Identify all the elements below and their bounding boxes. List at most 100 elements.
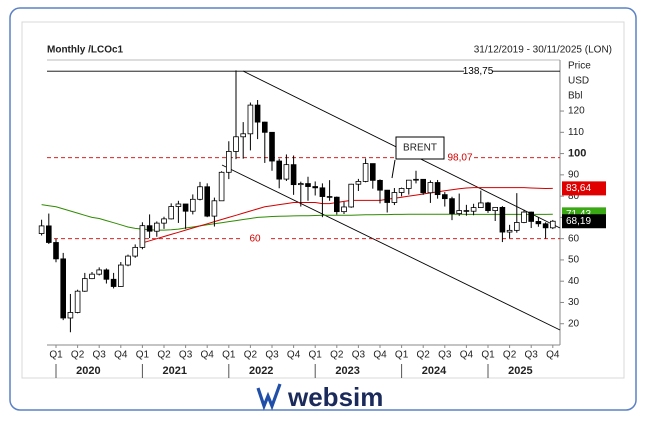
x-tick-label: Q2 [330,350,344,361]
year-label: 2025 [508,365,532,377]
candle-body [254,104,261,123]
x-tick-label: Q2 [503,350,517,361]
x-tick-label: Q1 [309,350,323,361]
candle-body [67,312,74,319]
candle-body [492,206,498,211]
candle-body [132,246,139,257]
candle-body [46,225,52,243]
y-tick-label: 120 [568,106,585,117]
chart-title: Monthly /LCOc1 [47,45,124,56]
x-tick-label: Q4 [287,350,301,361]
callout-text: BRENT [403,143,437,154]
x-tick-label: Q4 [373,350,387,361]
y-tick-label: 40 [568,276,580,287]
candle-body [110,278,117,287]
candle-body [225,151,232,173]
candle-body [319,187,326,197]
x-tick-label: Q4 [201,350,215,361]
candle-body [305,183,311,187]
candle-body [377,179,383,191]
x-tick-label: Q1 [481,350,495,361]
logo-icon [256,383,282,411]
candle-body [463,210,470,212]
candle-body [405,179,412,189]
candle-body [240,133,247,138]
candle-body [276,160,282,180]
candle-body [470,207,477,212]
brand-name: websim [287,382,383,412]
x-tick-label: Q3 [352,350,366,361]
moving-average [41,204,553,231]
candle-body [391,192,398,203]
candle-body [60,258,66,319]
callout-box [395,136,445,160]
x-tick-label: Q2 [157,350,171,361]
y-axis-label: Bbl [568,91,582,102]
candle-body [96,269,103,275]
candle-body [175,203,182,207]
candle-body [290,164,297,186]
y-tick-label: 80 [568,191,580,202]
candle-body [269,131,275,162]
candle-body [441,194,448,200]
candle-body [499,206,506,233]
candle-body [53,242,59,260]
x-tick-label: Q1 [395,350,409,361]
level-label-bg [241,232,269,245]
candle-body [341,206,347,213]
year-label: 2024 [422,365,447,377]
level-label-bg [464,65,492,78]
candle-body [398,188,405,193]
x-tick-label: Q3 [438,350,452,361]
candle-body [355,181,362,185]
x-tick-label: Q2 [417,350,431,361]
candle-body [125,255,131,266]
candle-body [550,220,556,229]
candle-body [146,225,153,232]
logo: websim [256,382,383,412]
year-label: 2020 [76,365,100,377]
y-tick-label: 50 [568,255,580,266]
x-tick-label: Q4 [114,350,128,361]
candle-body [211,200,218,217]
x-tick-label: Q1 [136,350,150,361]
candle-body [261,121,268,133]
y-tick-label: 110 [568,127,584,138]
candle-body [420,178,426,194]
candle-body [413,178,419,181]
callout-pointer [391,159,396,179]
x-tick-label: Q4 [546,350,560,361]
candle-body [297,183,304,186]
candle-body [233,136,239,152]
candle-body [38,225,45,234]
x-tick-label: Q3 [525,350,539,361]
candle-body [542,223,549,229]
candle-body [348,183,354,208]
level-label: 60 [249,233,261,244]
candle-body [161,218,167,224]
level-label: 138,75 [463,66,494,77]
x-tick-label: Q4 [460,350,474,361]
candle-body [485,202,491,211]
candle-body [204,186,211,217]
x-tick-label: Q2 [71,350,85,361]
date-range: 31/12/2019 - 30/11/2025 (LON) [474,45,612,56]
x-tick-label: Q2 [244,350,258,361]
level-label: 98,07 [447,152,472,163]
candle-body [362,163,369,182]
candle-body [528,211,534,222]
candle-body [182,203,189,212]
x-tick-label: Q3 [179,350,193,361]
price-box-label: 68,19 [566,216,591,227]
candle-body [477,202,484,209]
candle-body [449,198,455,214]
candle-body [369,163,376,181]
candle-body [189,198,196,212]
candle-body [333,196,340,213]
year-label: 2023 [335,365,359,377]
y-axis-label: Price [568,61,591,72]
price-box [562,214,606,229]
candle-body [218,171,225,202]
candle-body [384,189,390,203]
candle-body [74,290,81,313]
